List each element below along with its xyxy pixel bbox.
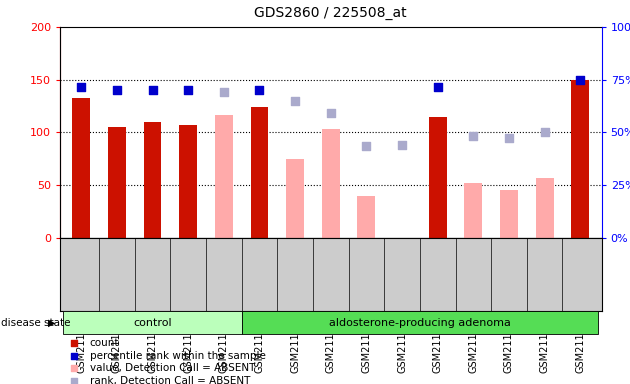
Bar (180, 125, 197, 238)
Text: control: control (133, 318, 172, 328)
Bar (215, 114, 232, 238)
Point (112, 87, 122, 93)
Bar (536, 178, 554, 238)
Point (147, 87, 158, 93)
Bar (357, 196, 375, 238)
Bar (322, 129, 340, 238)
Point (433, 84, 443, 90)
Bar (571, 79, 589, 238)
Point (69, 378, 79, 384)
Bar (286, 159, 304, 238)
Point (76, 84, 86, 90)
Point (69, 340, 79, 346)
Point (183, 87, 193, 93)
Text: GDS2860 / 225508_at: GDS2860 / 225508_at (255, 6, 407, 20)
Bar (108, 127, 126, 238)
Bar (144, 122, 161, 238)
Bar (500, 190, 518, 238)
Point (504, 135, 514, 141)
Text: count: count (90, 338, 119, 348)
Point (255, 87, 265, 93)
Point (575, 76, 585, 83)
Bar (464, 183, 482, 238)
Bar (251, 107, 268, 238)
Bar (429, 117, 447, 238)
Bar (64, 311, 242, 334)
Text: ▶: ▶ (48, 318, 55, 328)
Bar (72, 98, 90, 238)
Point (468, 132, 478, 139)
Point (539, 129, 549, 136)
Text: disease state: disease state (1, 318, 70, 328)
Text: rank, Detection Call = ABSENT: rank, Detection Call = ABSENT (90, 376, 250, 384)
Point (290, 98, 300, 104)
Text: aldosterone-producing adenoma: aldosterone-producing adenoma (329, 318, 511, 328)
Point (397, 142, 407, 148)
Text: value, Detection Call = ABSENT: value, Detection Call = ABSENT (90, 363, 255, 373)
Point (219, 89, 229, 95)
Point (326, 111, 336, 117)
Point (69, 365, 79, 371)
Text: percentile rank within the sample: percentile rank within the sample (90, 351, 266, 361)
Point (69, 353, 79, 359)
Bar (242, 311, 598, 334)
Point (362, 143, 372, 149)
